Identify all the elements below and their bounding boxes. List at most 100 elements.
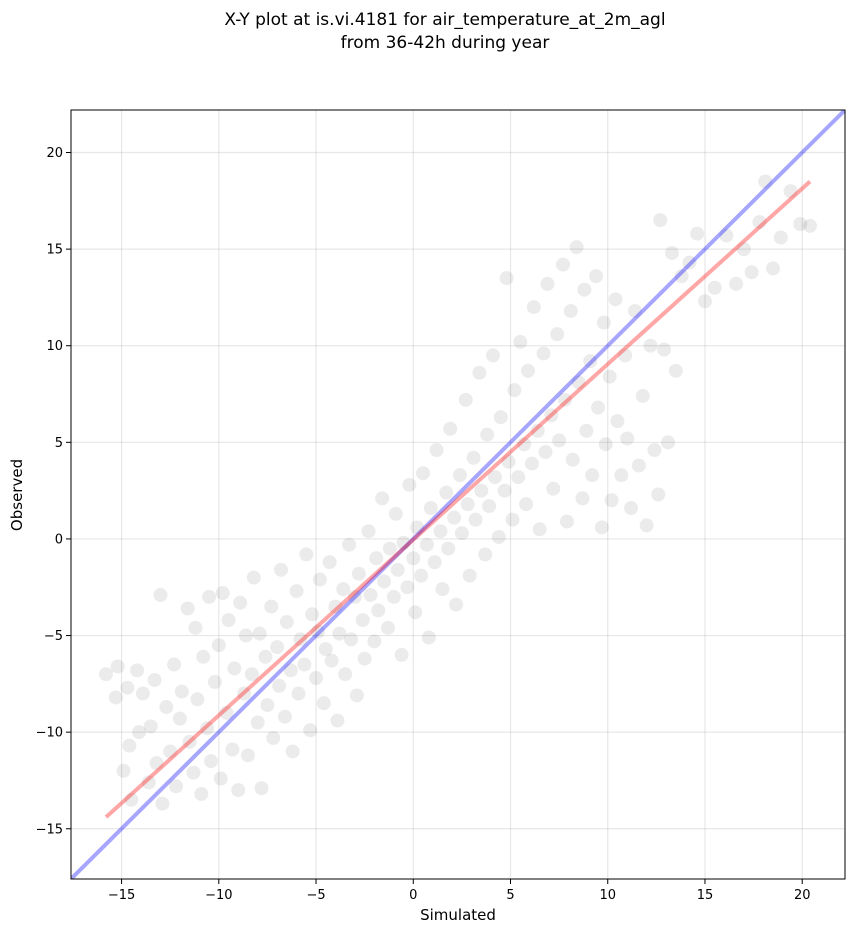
data-point [526,300,541,315]
data-point [219,705,234,720]
data-point [707,280,722,295]
data-point [441,541,456,556]
x-tick-label: 10 [599,888,616,903]
data-point [651,487,666,502]
data-point [132,725,147,740]
data-point [167,657,182,672]
data-point [159,700,174,715]
identity-line [71,110,845,879]
data-point [318,642,333,657]
data-point [254,781,269,796]
y-tick-label: −15 [36,822,63,837]
y-axis-ticks: −15 −10 −5 0 5 10 15 20 [36,146,71,837]
data-point [559,514,574,529]
data-point [736,242,751,257]
y-axis-label: Observed [8,459,26,531]
data-point [322,555,337,570]
data-point [598,437,613,452]
data-point [507,383,522,398]
x-tick-label: −5 [306,888,325,903]
data-point [439,485,454,500]
data-point [122,738,137,753]
data-point [624,501,639,516]
data-point [521,363,536,378]
data-point [330,713,345,728]
data-point [99,667,114,682]
data-point [482,499,497,514]
data-point [421,630,436,645]
data-point [120,680,135,695]
data-point [351,566,366,581]
data-point [289,584,304,599]
data-point [266,730,281,745]
data-point [577,282,592,297]
data-point [285,744,300,759]
data-point [639,518,654,533]
data-point [443,421,458,436]
data-point [141,775,156,790]
data-point [233,595,248,610]
data-point [239,628,254,643]
data-point [429,443,444,458]
data-point [682,255,697,270]
data-point [310,624,325,639]
y-tick-label: −5 [44,629,63,644]
data-point [657,342,672,357]
data-point [618,348,633,363]
x-axis-ticks: −15 −10 −5 0 5 10 15 20 [108,879,810,903]
data-point [386,589,401,604]
data-point [328,599,343,614]
data-point [719,228,734,243]
y-tick-label: 20 [46,146,63,161]
data-point [454,526,469,541]
data-point [556,257,571,272]
data-point [291,686,306,701]
data-point [252,626,267,641]
data-point [449,597,464,612]
data-point [610,414,625,429]
data-point [367,634,382,649]
data-point [299,547,314,562]
data-point [369,551,384,566]
data-point [400,580,415,595]
gridlines [71,110,845,879]
data-point [627,303,642,318]
data-point [244,667,259,682]
data-point [462,568,477,583]
data-point [460,497,475,512]
data-point [108,690,123,705]
data-point [458,392,473,407]
data-point [231,783,246,798]
data-point [258,649,273,664]
x-tick-label: 5 [506,888,514,903]
data-point [297,657,312,672]
data-point [563,303,578,318]
data-point [153,587,168,602]
data-point [155,796,170,811]
data-point [550,327,565,342]
data-point [375,491,390,506]
data-point [274,562,289,577]
data-point [552,433,567,448]
data-point [538,444,553,459]
data-point [540,276,555,291]
x-tick-label: −15 [108,888,135,903]
data-point [668,363,683,378]
fit-lines [71,110,845,879]
data-point [227,661,242,676]
data-point [487,470,502,485]
data-point [766,261,781,276]
plot-frame [70,109,846,880]
data-point [324,653,339,668]
data-point [147,672,162,687]
data-point [272,678,287,693]
data-point [579,423,594,438]
data-point [135,686,150,701]
data-point [349,688,364,703]
data-point [204,754,219,769]
data-point [172,711,187,726]
data-point [596,315,611,330]
data-point [608,292,623,307]
data-point [452,468,467,483]
